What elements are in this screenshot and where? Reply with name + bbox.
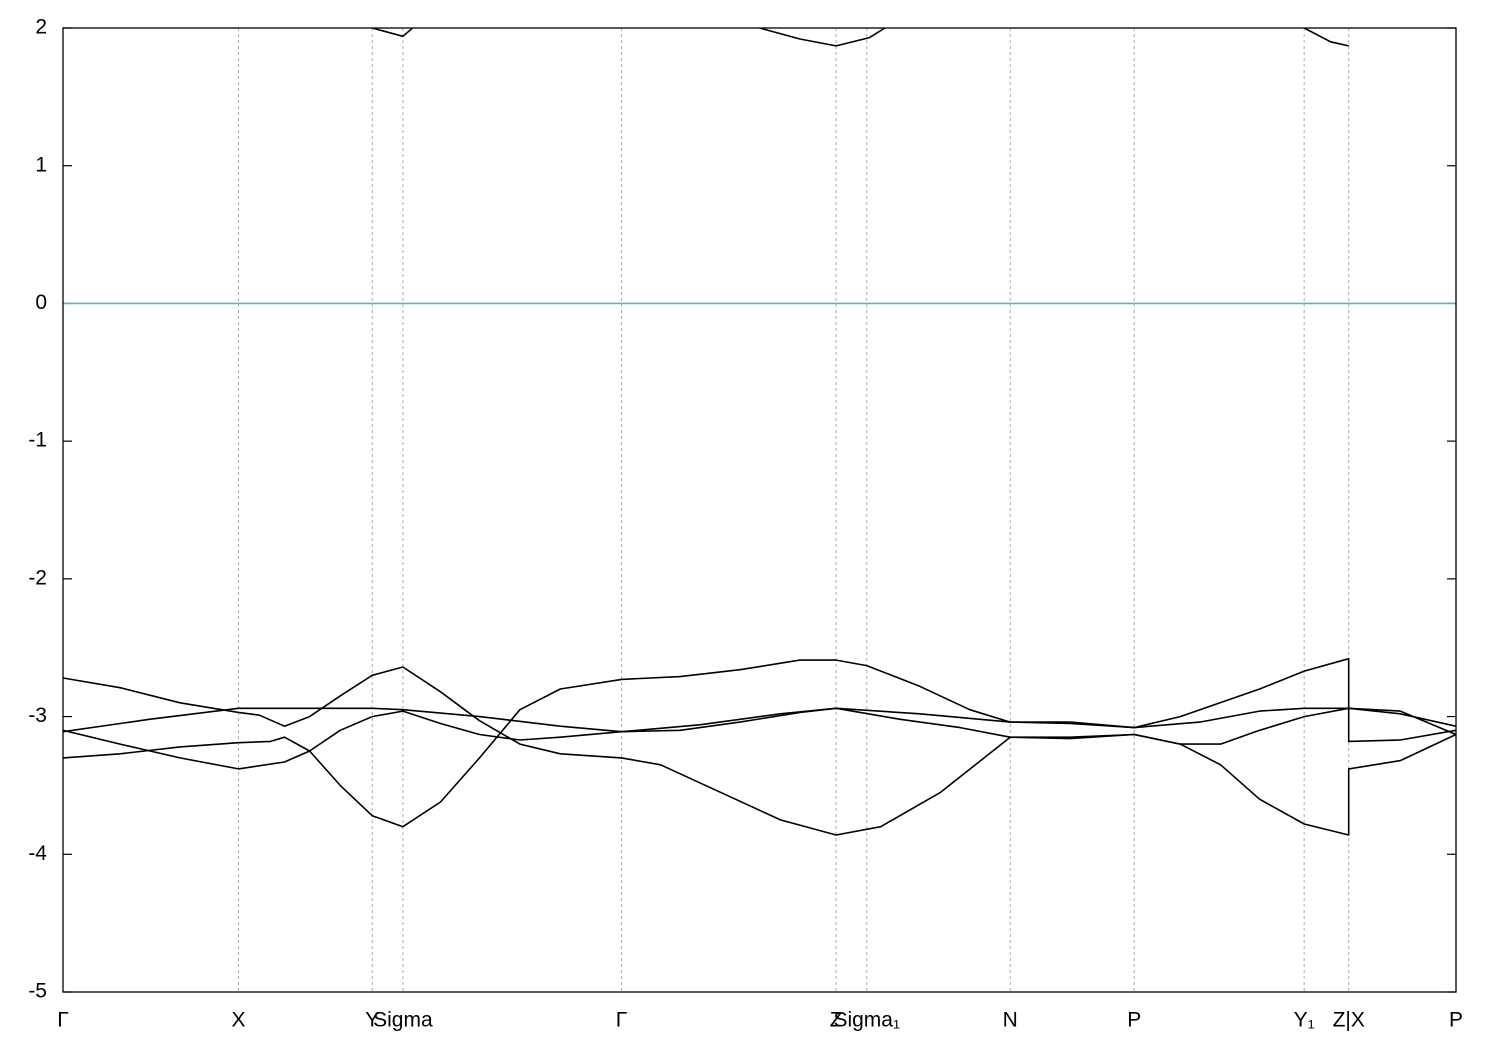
y-tick-label: 2 <box>35 16 47 39</box>
y-tick-label: -1 <box>28 429 47 452</box>
x-tick-label: Z <box>830 1009 843 1032</box>
axes-frame <box>62 27 1457 993</box>
x-tick-label: P <box>1127 1009 1141 1032</box>
x-tick-label: X <box>232 1009 246 1032</box>
x-tick-label: Y <box>365 1009 379 1032</box>
band-line <box>63 657 1456 828</box>
grid <box>62 27 1457 993</box>
band-line <box>759 28 886 47</box>
band-line <box>1303 28 1349 47</box>
band-line <box>63 666 1456 836</box>
y-tick-label: 0 <box>35 291 47 314</box>
x-tick-label: P <box>1449 1009 1463 1032</box>
x-tick-label: Γ <box>57 1009 69 1032</box>
band-line <box>63 707 1456 770</box>
y-tick-label: -2 <box>28 566 47 589</box>
x-tick-label: Γ <box>616 1009 628 1032</box>
y-tick-label: 1 <box>35 153 47 176</box>
x-tick-label: Sigma <box>373 1009 433 1032</box>
band-line <box>371 28 414 38</box>
x-tick-label: Sigma₁ <box>833 1009 900 1032</box>
x-tick-label: Z|X <box>1333 1009 1365 1032</box>
y-tick-label: -4 <box>28 842 47 865</box>
x-tick-label: Y₁ <box>1294 1009 1315 1032</box>
x-tick-label: N <box>1003 1009 1018 1032</box>
y-tick-label: -5 <box>28 980 47 1003</box>
y-tick-label: -3 <box>28 704 47 727</box>
plot-area <box>63 28 1456 836</box>
